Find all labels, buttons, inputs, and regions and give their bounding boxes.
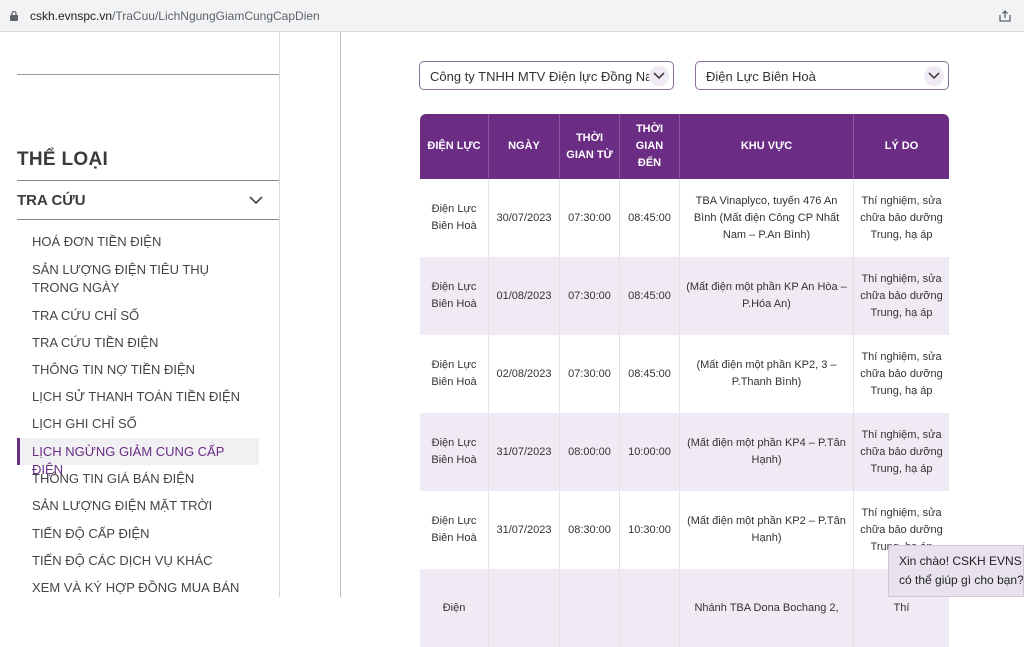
- table-cell: Điện Lực Biên Hoà: [420, 257, 489, 335]
- table-cell: [489, 569, 560, 647]
- branch-select-value: Điện Lực Biên Hoà: [706, 69, 816, 84]
- branch-select[interactable]: Điện Lực Biên Hoà: [695, 61, 949, 90]
- table-header-row: ĐIỆN LỰC NGÀY THỜI GIAN TỪ THỜI GIAN ĐẾN KHU…: [420, 114, 949, 179]
- table-cell: Thí nghiệm, sửa chữa bảo dưỡng Trung, hạ…: [854, 257, 949, 335]
- table-cell: Điện Lực Biên Hoà: [420, 413, 489, 491]
- column-header: THỜI GIAN TỪ: [560, 114, 620, 179]
- sidebar-item[interactable]: SẢN LƯỢNG ĐIỆN MẶT TRỜI: [32, 498, 213, 513]
- table-cell: (Mất điện một phần KP2, 3 – P.Thanh Bình…: [680, 335, 854, 413]
- table-row: Điện Lực Biên Hoà 30/07/2023 07:30:00 08:45…: [420, 179, 949, 257]
- sidebar-item[interactable]: THÔNG TIN NỢ TIỀN ĐIỆN: [32, 362, 196, 377]
- section-tra-cuu[interactable]: TRA CỨU: [17, 180, 279, 220]
- table-cell: 08:45:00: [620, 179, 680, 257]
- chat-greeting-line-1: Xin chào! CSKH EVNS: [899, 554, 1022, 568]
- table-cell: Điện Lực Biên Hoà: [420, 335, 489, 413]
- sidebar-item[interactable]: TIẾN ĐỘ CẤP ĐIỆN: [32, 526, 150, 541]
- sidebar-item[interactable]: LỊCH NGỪNG GIẢM CUNG CẤP ĐIỆN: [17, 438, 259, 477]
- column-header: THỜI GIAN ĐẾN: [620, 114, 680, 179]
- sidebar-item[interactable]: SẢN LƯỢNG ĐIỆN TIÊU THỤ TRONG NGÀY: [32, 262, 210, 295]
- table-cell: (Mất điện một phần KP4 – P.Tân Hạnh): [680, 413, 854, 491]
- url-path: /TraCuu/LichNgungGiamCungCapDien: [112, 9, 320, 23]
- table-cell: 08:00:00: [560, 413, 620, 491]
- table-row: Điện Lực Biên Hoà 02/08/2023 07:30:00 08:45…: [420, 335, 949, 413]
- table-cell: 30/07/2023: [489, 179, 560, 257]
- sidebar-item[interactable]: HOÁ ĐƠN TIỀN ĐIỆN: [32, 234, 162, 249]
- table-cell: 07:30:00: [560, 257, 620, 335]
- table-cell: Điện Lực Biên Hoà: [420, 491, 489, 569]
- company-select[interactable]: Công ty TNHH MTV Điện lực Đồng Nai: [419, 61, 674, 90]
- category-title: THỂ LOẠI: [17, 149, 109, 170]
- table-cell: 01/08/2023: [489, 257, 560, 335]
- section-label: TRA CỨU: [17, 192, 86, 209]
- table-row: Điện Lực Biên Hoà 01/08/2023 07:30:00 08:45…: [420, 257, 949, 335]
- url-domain: cskh.evnspc.vn: [30, 9, 113, 23]
- column-header: KHU VỰC: [680, 114, 854, 179]
- sidebar-item[interactable]: THÔNG TIN GIÁ BÁN ĐIỆN: [32, 471, 195, 486]
- table-cell: Thí nghiệm, sửa chữa bảo dưỡng Trung, hạ…: [854, 335, 949, 413]
- table-row: Điện Nhánh TBA Dona Bochang 2, Thí: [420, 569, 949, 647]
- table-cell: (Mất điện một phần KP An Hòa – P.Hóa An): [680, 257, 854, 335]
- chevron-down-icon[interactable]: [649, 66, 669, 86]
- sidebar-item[interactable]: TIẾN ĐỘ CÁC DỊCH VỤ KHÁC: [32, 553, 213, 568]
- column-header: LÝ DO: [854, 114, 949, 179]
- table-cell: 08:45:00: [620, 335, 680, 413]
- table-cell: Thí nghiệm, sửa chữa bảo dưỡng Trung, hạ…: [854, 413, 949, 491]
- chat-greeting-line-2: có thể giúp gì cho bạn?: [899, 573, 1024, 587]
- table-cell: Nhánh TBA Dona Bochang 2,: [680, 569, 854, 647]
- chat-widget-bubble[interactable]: Xin chào! CSKH EVNS có thể giúp gì cho b…: [888, 545, 1024, 597]
- table-cell: 08:30:00: [560, 491, 620, 569]
- address-bar[interactable]: cskh.evnspc.vn/TraCuu/LichNgungGiamCungC…: [0, 0, 1024, 32]
- table-cell: TBA Vinaplyco, tuyến 476 An Bình (Mất đi…: [680, 179, 854, 257]
- table-row: Điện Lực Biên Hoà 31/07/2023 08:30:00 10:30…: [420, 491, 949, 569]
- main-content: Công ty TNHH MTV Điện lực Đồng Nai Điện …: [340, 32, 1024, 647]
- table-cell: 10:00:00: [620, 413, 680, 491]
- lock-icon: [10, 10, 18, 21]
- sidebar-item[interactable]: LỊCH SỬ THANH TOÁN TIỀN ĐIỆN: [32, 389, 241, 404]
- table-cell: 07:30:00: [560, 335, 620, 413]
- column-header: NGÀY: [489, 114, 560, 179]
- sidebar: THỂ LOẠI TRA CỨU HOÁ ĐƠN TIỀN ĐIỆN SẢN LƯ…: [0, 32, 280, 597]
- sidebar-item[interactable]: TRA CỨU TIỀN ĐIỆN: [32, 335, 159, 350]
- table-cell: 10:30:00: [620, 491, 680, 569]
- table-cell: [620, 569, 680, 647]
- table-cell: Thí nghiệm, sửa chữa bảo dưỡng Trung, hạ…: [854, 179, 949, 257]
- table-cell: Điện: [420, 569, 489, 647]
- table-cell: Điện Lực Biên Hoà: [420, 179, 489, 257]
- sidebar-item[interactable]: LỊCH GHI CHỈ SỐ: [32, 416, 137, 431]
- share-icon[interactable]: [998, 9, 1012, 23]
- table-cell: [560, 569, 620, 647]
- table-cell: 02/08/2023: [489, 335, 560, 413]
- table-body: Điện Lực Biên Hoà 30/07/2023 07:30:00 08:45…: [420, 179, 949, 647]
- company-select-value: Công ty TNHH MTV Điện lực Đồng Nai: [430, 69, 656, 84]
- outage-schedule-table: ĐIỆN LỰC NGÀY THỜI GIAN TỪ THỜI GIAN ĐẾN KHU…: [420, 114, 949, 647]
- table-cell: 08:45:00: [620, 257, 680, 335]
- column-header: ĐIỆN LỰC: [420, 114, 489, 179]
- sidebar-item[interactable]: TRA CỨU CHỈ SỐ: [32, 308, 140, 323]
- divider: [17, 74, 279, 75]
- url-text[interactable]: cskh.evnspc.vn/TraCuu/LichNgungGiamCungC…: [30, 9, 320, 23]
- sidebar-item[interactable]: XEM VÀ KÝ HỢP ĐỒNG MUA BÁN: [32, 580, 240, 595]
- table-cell: (Mất điện một phần KP2 – P.Tân Hạnh): [680, 491, 854, 569]
- table-cell: 07:30:00: [560, 179, 620, 257]
- chevron-down-icon[interactable]: [924, 66, 944, 86]
- table-row: Điện Lực Biên Hoà 31/07/2023 08:00:00 10:00…: [420, 413, 949, 491]
- chevron-down-icon[interactable]: [249, 195, 263, 205]
- table-cell: 31/07/2023: [489, 413, 560, 491]
- table-cell: 31/07/2023: [489, 491, 560, 569]
